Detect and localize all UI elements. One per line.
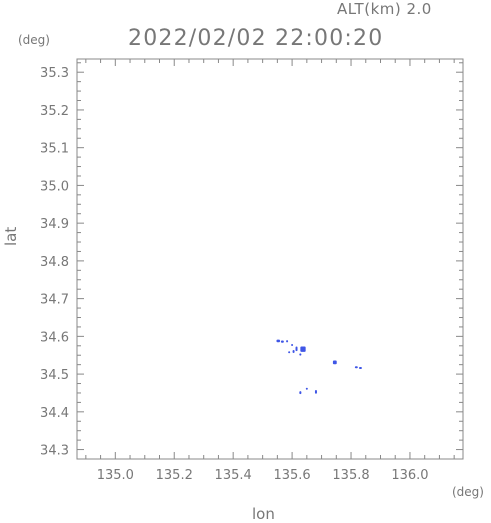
data-point bbox=[300, 346, 306, 352]
x-axis-label: lon bbox=[252, 505, 275, 523]
y-unit-label: (deg) bbox=[18, 33, 50, 47]
data-point bbox=[295, 346, 298, 352]
x-tick-label: 136.0 bbox=[391, 468, 428, 483]
y-tick-label: 35.3 bbox=[40, 66, 69, 81]
axis-ticks bbox=[77, 59, 463, 460]
x-unit-label: (deg) bbox=[452, 485, 484, 499]
y-tick-label: 35.0 bbox=[40, 179, 69, 194]
data-point bbox=[354, 366, 358, 369]
y-tick-label: 35.1 bbox=[40, 142, 69, 157]
x-tick-label: 135.8 bbox=[332, 468, 369, 483]
x-tick-label: 135.2 bbox=[156, 468, 193, 483]
data-point bbox=[292, 349, 295, 353]
y-tick-label: 34.5 bbox=[40, 368, 69, 383]
y-tick-label: 34.9 bbox=[40, 217, 69, 232]
data-points bbox=[276, 339, 362, 395]
data-point bbox=[276, 339, 281, 343]
x-tick-label: 135.0 bbox=[97, 468, 134, 483]
tick-labels: 135.0 135.2 135.4 135.6 135.8 136.0 34.3 34.4 34… bbox=[40, 66, 429, 483]
data-point bbox=[358, 367, 362, 370]
data-point bbox=[280, 340, 284, 343]
x-tick-label: 135.6 bbox=[273, 468, 310, 483]
y-tick-label: 34.3 bbox=[40, 444, 69, 459]
data-point bbox=[299, 391, 302, 395]
data-point bbox=[332, 360, 337, 365]
altitude-label: ALT(km) 2.0 bbox=[337, 0, 432, 18]
x-tick-label: 135.4 bbox=[215, 468, 252, 483]
y-tick-label: 35.2 bbox=[40, 104, 69, 119]
data-point bbox=[299, 353, 302, 356]
y-tick-label: 34.6 bbox=[40, 330, 69, 345]
data-point bbox=[314, 389, 317, 394]
plot-frame bbox=[76, 58, 464, 460]
y-tick-label: 34.7 bbox=[40, 293, 69, 308]
data-point bbox=[288, 351, 291, 354]
y-tick-label: 34.8 bbox=[40, 255, 69, 270]
y-tick-label: 34.4 bbox=[40, 406, 69, 421]
data-point bbox=[291, 344, 294, 347]
chart-title: 2022/02/02 22:00:20 bbox=[128, 26, 384, 51]
data-point bbox=[305, 387, 308, 390]
data-point bbox=[286, 340, 289, 343]
